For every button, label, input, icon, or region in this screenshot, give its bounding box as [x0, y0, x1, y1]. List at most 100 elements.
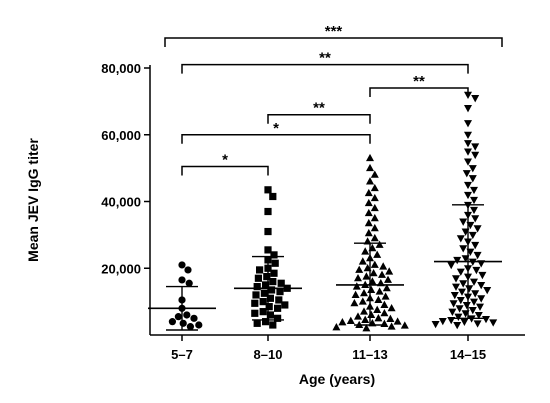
data-point — [362, 324, 371, 332]
data-point — [489, 319, 498, 327]
data-point — [375, 287, 384, 295]
data-point — [370, 203, 379, 212]
data-point — [361, 315, 370, 323]
data-point — [468, 231, 477, 240]
data-point — [168, 318, 176, 326]
data-point — [387, 304, 396, 312]
data-point — [384, 275, 392, 283]
y-tick-label: 60,000 — [101, 128, 141, 143]
data-point — [251, 309, 259, 317]
significance-brackets: *********** — [164, 23, 503, 176]
data-point — [354, 312, 362, 320]
axes — [149, 65, 525, 336]
data-point — [259, 298, 267, 306]
significance-bracket — [267, 113, 371, 124]
data-point — [264, 207, 272, 216]
data-point — [476, 303, 484, 311]
data-point — [462, 170, 471, 178]
data-point — [471, 143, 480, 151]
significance-bracket — [181, 134, 371, 144]
data-point — [477, 281, 486, 290]
data-point — [260, 289, 268, 297]
data-point — [269, 192, 277, 201]
data-point — [464, 105, 472, 113]
significance-label: ** — [313, 100, 325, 117]
data-point — [471, 290, 480, 298]
data-point — [266, 311, 274, 319]
data-point — [338, 318, 347, 326]
data-point — [370, 233, 379, 242]
data-point — [185, 279, 193, 287]
data-point — [270, 251, 278, 259]
data-point — [464, 148, 472, 156]
y-axis-label: Mean JEV IgG titer — [25, 138, 41, 262]
data-point — [385, 267, 394, 275]
y-ticks: 20,000 40,000 60,000 80,000 — [101, 61, 150, 276]
data-point — [464, 140, 472, 148]
data-point — [462, 301, 471, 310]
data-point — [274, 304, 282, 312]
data-point — [381, 292, 390, 300]
data-point — [195, 321, 203, 329]
data-point — [264, 246, 272, 254]
data-point — [456, 296, 465, 305]
data-point — [262, 318, 270, 326]
data-point — [179, 319, 187, 327]
data-point — [358, 297, 367, 305]
data-point — [468, 165, 477, 173]
data-point — [253, 319, 261, 327]
data-point — [266, 294, 274, 302]
data-point — [468, 175, 477, 183]
data-point — [472, 266, 481, 275]
data-point — [452, 283, 460, 291]
significance-label: * — [222, 151, 228, 168]
data-point — [174, 313, 182, 321]
data-point — [178, 276, 186, 284]
data-point — [256, 266, 264, 274]
data-point — [251, 299, 259, 307]
data-point — [465, 285, 474, 293]
data-point — [393, 317, 402, 325]
data-point — [459, 280, 468, 288]
data-point — [332, 323, 341, 331]
data-point — [361, 247, 370, 255]
data-point — [281, 301, 289, 309]
data-point — [453, 256, 462, 265]
data-point — [366, 153, 374, 162]
data-point — [373, 250, 382, 258]
data-point — [450, 291, 459, 300]
data-point — [448, 308, 457, 316]
data-point — [373, 305, 382, 313]
data-point — [274, 314, 282, 322]
data-point — [364, 198, 373, 207]
data-point — [468, 306, 477, 315]
data-point — [364, 218, 373, 227]
data-point — [370, 170, 379, 178]
data-point — [366, 177, 374, 185]
data-point — [269, 278, 277, 286]
data-point — [354, 273, 362, 282]
data-point — [470, 298, 478, 306]
data-point — [268, 286, 276, 294]
data-point — [265, 303, 273, 311]
data-point — [350, 298, 359, 307]
data-point — [380, 309, 389, 317]
data-point — [453, 321, 462, 330]
data-point — [264, 227, 272, 236]
data-point — [186, 323, 194, 331]
data-point — [369, 268, 378, 277]
data-point — [455, 305, 464, 313]
data-point — [400, 321, 409, 329]
data-point — [270, 269, 278, 277]
significance-bracket — [181, 165, 269, 176]
data-point — [352, 282, 361, 290]
data-point — [360, 288, 368, 297]
data-point — [470, 186, 478, 195]
data-point — [370, 260, 379, 268]
significance-label: ** — [413, 73, 425, 90]
data-point — [277, 279, 285, 287]
data-point — [276, 288, 284, 296]
data-point — [351, 290, 360, 298]
data-point — [370, 183, 379, 192]
